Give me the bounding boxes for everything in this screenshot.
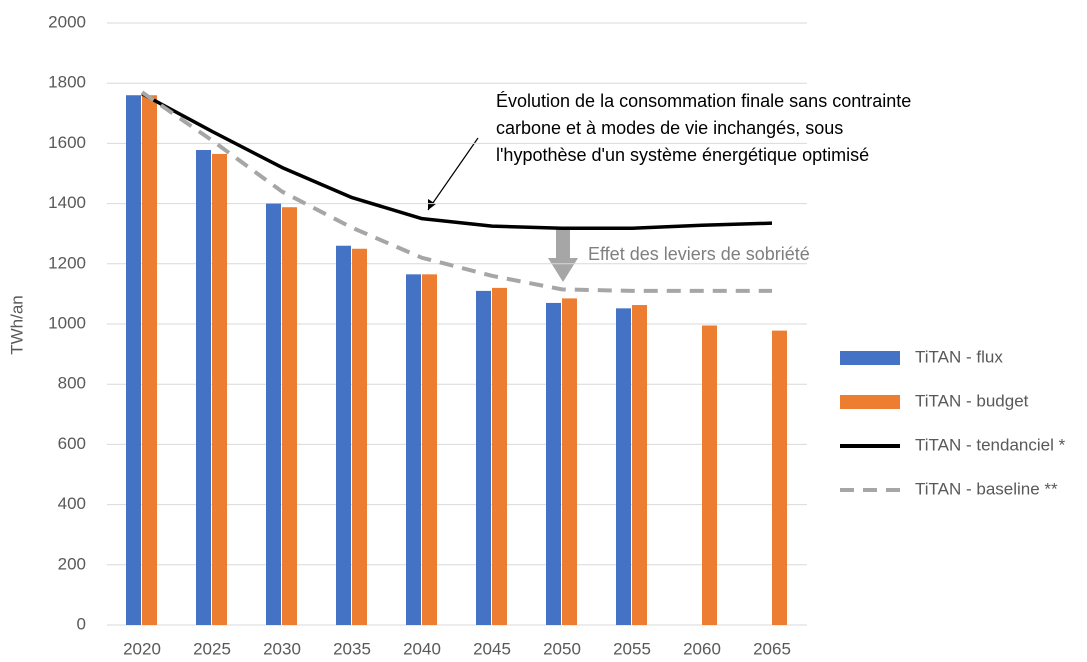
x-tick-label: 2065: [753, 639, 791, 658]
x-tick-label: 2045: [473, 639, 511, 658]
y-tick-label: 1600: [48, 133, 86, 152]
y-tick-label: 2000: [48, 12, 86, 31]
bar: [282, 207, 297, 625]
line: [141, 92, 773, 231]
bar: [616, 308, 631, 625]
legend-label: TiTAN - flux: [915, 347, 1003, 366]
bar: [196, 150, 211, 625]
bar: [422, 274, 437, 625]
x-tick-label: 2025: [193, 639, 231, 658]
bar: [562, 298, 577, 625]
x-tick-label: 2050: [543, 639, 581, 658]
bar: [406, 274, 421, 625]
x-tick-label: 2020: [123, 639, 161, 658]
legend-swatch: [840, 395, 900, 409]
x-tick-label: 2030: [263, 639, 301, 658]
sobriety-arrow: [556, 228, 570, 258]
x-tick-label: 2060: [683, 639, 721, 658]
annotation-arrow: [427, 137, 479, 211]
legend-label: TiTAN - baseline **: [915, 479, 1058, 498]
bar: [492, 287, 507, 625]
bar: [546, 302, 561, 625]
y-tick-label: 400: [58, 494, 86, 513]
bar: [336, 245, 351, 626]
y-tick-label: 600: [58, 434, 86, 453]
x-tick-label: 2055: [613, 639, 651, 658]
annotation-arrowhead: [428, 199, 436, 210]
annotation: Évolution de la consommation finale sans…: [496, 91, 911, 111]
y-axis-label: TWh/an: [7, 295, 26, 355]
y-tick-label: 0: [77, 614, 86, 633]
y-tick-label: 1400: [48, 193, 86, 212]
bar: [772, 330, 787, 625]
annotation: Effet des leviers de sobriété: [588, 244, 810, 264]
bar: [632, 305, 647, 625]
legend-label: TiTAN - tendanciel *: [915, 435, 1066, 454]
sobriety-arrowhead: [548, 258, 578, 282]
bar: [212, 153, 227, 625]
y-tick-label: 1800: [48, 73, 86, 92]
legend-label: TiTAN - budget: [915, 391, 1029, 410]
legend-swatch: [840, 351, 900, 365]
dashed-line: [140, 90, 772, 293]
bar: [352, 248, 367, 625]
y-tick-label: 1200: [48, 253, 86, 272]
y-tick-label: 200: [58, 554, 86, 573]
bar: [702, 325, 717, 625]
annotation: carbone et à modes de vie inchangés, sou…: [496, 118, 843, 138]
annotation: l'hypothèse d'un système énergétique opt…: [496, 145, 869, 165]
bar: [142, 95, 157, 626]
bar: [476, 290, 491, 625]
bar: [266, 203, 281, 625]
y-tick-label: 1000: [48, 313, 86, 332]
x-tick-label: 2040: [403, 639, 441, 658]
bar: [126, 95, 141, 626]
x-tick-label: 2035: [333, 639, 371, 658]
y-tick-label: 800: [58, 374, 86, 393]
